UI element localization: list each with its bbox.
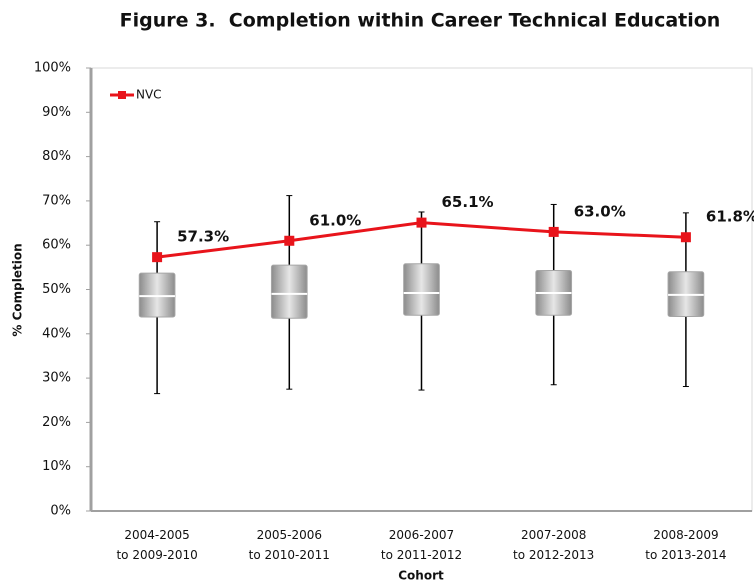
marker [284,235,295,246]
y-tick-label: 10% [42,459,71,474]
marker [680,232,691,243]
x-tick-label-line: 2005-2006 [257,528,322,542]
x-tick-label-line: 2008-2009 [653,528,718,542]
x-tick-label-line: to 2010-2011 [249,548,330,562]
value-label: 65.1% [442,193,494,211]
y-tick-label: 60% [42,238,71,253]
box [403,263,440,316]
x-tick-label: 2008-2009 to 2013-2014 [645,528,726,562]
value-label: 63.0% [574,202,626,220]
x-tick-label: 2004-2005 to 2009-2010 [116,528,197,562]
y-tick-label: 80% [42,149,71,164]
box [270,264,308,319]
y-tick-label: 100% [34,61,71,76]
marker [152,252,163,263]
value-label: 57.3% [177,228,229,246]
value-label: 61.8% [706,208,754,226]
y-tick-label: 0% [50,504,71,519]
y-tick-label: 70% [42,193,71,208]
x-tick-label-line: to 2009-2010 [116,548,197,562]
x-tick-label-line: 2006-2007 [389,528,454,542]
y-axis-title: % Completion [11,243,25,336]
x-tick-label-line: to 2013-2014 [645,548,726,562]
marker [548,226,559,237]
x-tick-label: 2005-2006 to 2010-2011 [249,528,330,562]
x-tick-label-line: to 2011-2012 [381,548,462,562]
box [138,272,176,318]
x-tick-label-line: 2004-2005 [124,528,189,542]
x-axis-title: Cohort [398,569,444,583]
x-tick-label-line: 2007-2008 [521,528,586,542]
y-tick-label: 50% [42,282,71,297]
y-tick-label: 90% [42,105,71,120]
y-tick-label: 40% [42,326,71,341]
legend-label: NVC [136,88,162,102]
x-tick-label-line: to 2012-2013 [513,548,594,562]
y-tick-label: 20% [42,415,71,430]
x-tick-label: 2007-2008 to 2012-2013 [513,528,594,562]
value-label: 61.0% [309,211,361,229]
y-tick-label: 30% [42,371,71,386]
chart-title: Figure 3. Completion within Career Techn… [120,10,721,32]
marker [416,217,427,228]
x-tick-label: 2006-2007 to 2011-2012 [381,528,462,562]
legend-marker [118,91,126,99]
